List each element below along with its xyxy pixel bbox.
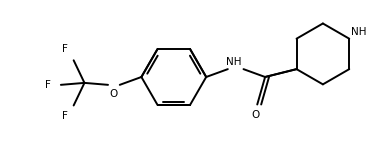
Text: F: F bbox=[62, 111, 68, 121]
Text: NH: NH bbox=[351, 27, 367, 37]
Text: F: F bbox=[45, 80, 51, 90]
Text: O: O bbox=[251, 110, 259, 120]
Text: F: F bbox=[62, 44, 68, 54]
Text: O: O bbox=[110, 89, 118, 99]
Text: NH: NH bbox=[226, 57, 242, 67]
